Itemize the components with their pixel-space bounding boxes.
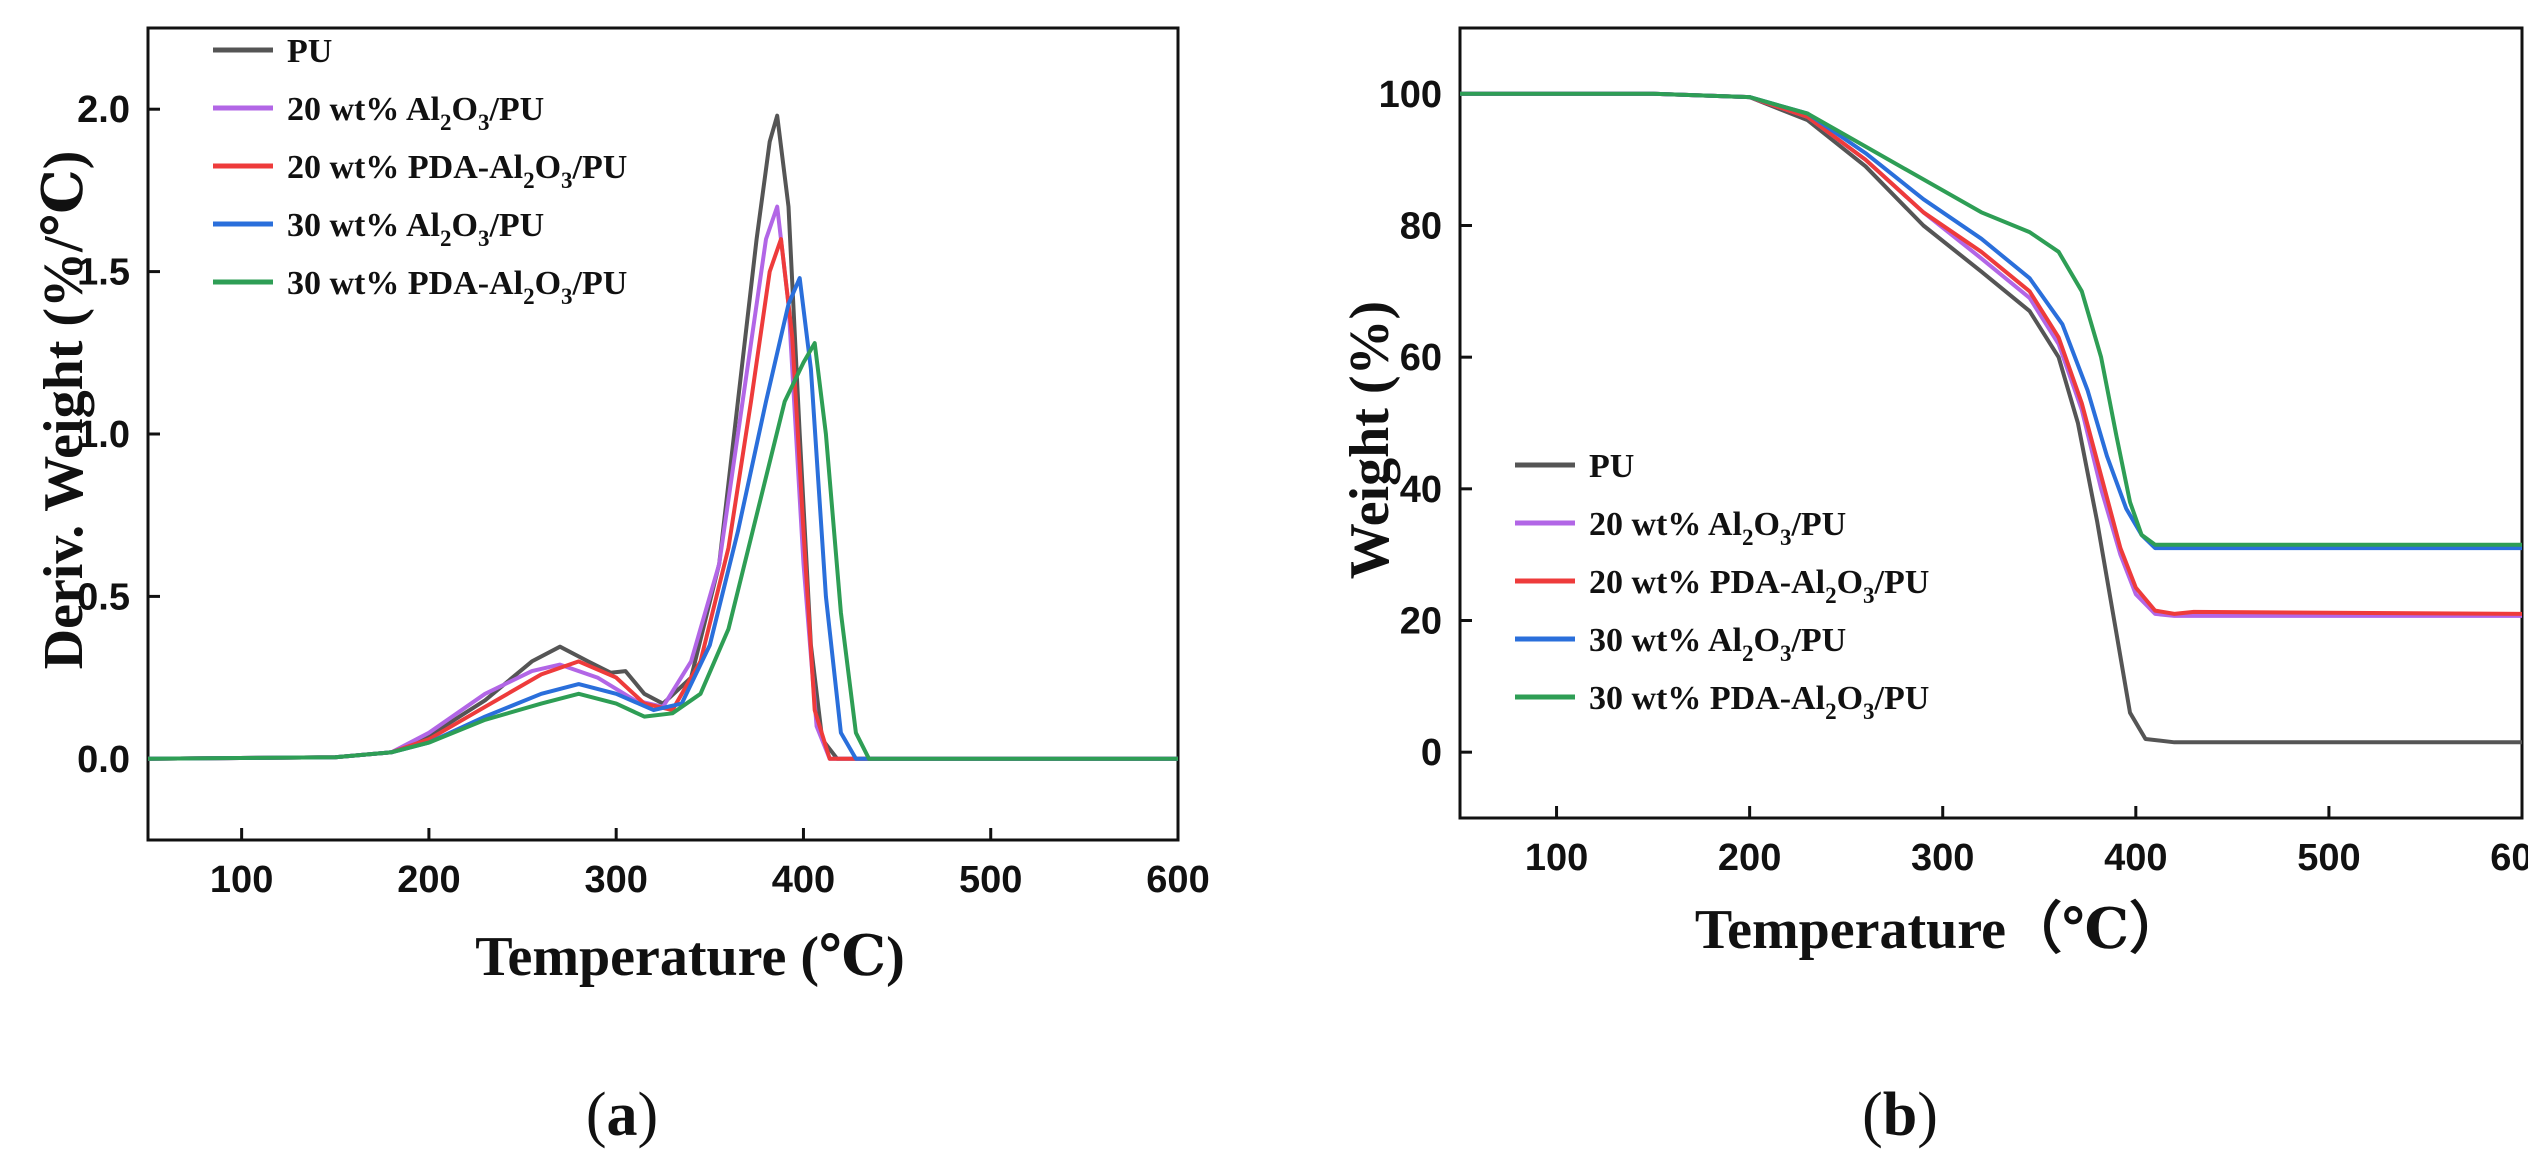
legend-text: /PU: [1790, 622, 1846, 659]
panel-b-legend-label: 20 wt% Al2O3/PU: [1589, 506, 1846, 550]
panel-a-legend-label: 30 wt% PDA-Al2O3/PU: [287, 265, 627, 309]
panel-b-marks: 100 200 300 400 500 600 0 20 40 60 80 100 PU 20 wt% A…: [1379, 26, 2528, 879]
legend-text: /PU: [1874, 680, 1930, 717]
legend-text: O: [452, 207, 478, 244]
panel-b-x-tick-label: 400: [2104, 837, 2167, 879]
panel-a-series-line-5: [147, 341, 1178, 761]
panel-a-y-tick-label: 0.5: [77, 576, 130, 618]
chart-panel-a: 100 200 300 400 500 600 0.0 0.5 1.0 1.5 2.0 PU 20 wt…: [33, 26, 1210, 1149]
panel-b-y-tick-label: 100: [1379, 74, 1442, 116]
legend-subscript: 2: [523, 284, 535, 309]
panel-b-x-tick-label: 600: [2490, 837, 2528, 879]
legend-text: O: [1837, 564, 1863, 601]
panel-a-legend-label: 20 wt% PDA-Al2O3/PU: [287, 149, 627, 193]
legend-subscript: 3: [561, 168, 573, 193]
legend-text: /PU: [488, 207, 544, 244]
legend-text: /PU: [572, 149, 628, 186]
panel-a-y-axis-title: Deriv. Weight (%/℃): [33, 151, 95, 670]
panel-a-x-axis-title: Temperature (℃): [475, 926, 904, 988]
legend-subscript: 3: [478, 226, 490, 251]
legend-text: 30 wt% PDA-Al: [1589, 680, 1825, 717]
panel-b-legend-label: 20 wt% PDA-Al2O3/PU: [1589, 564, 1929, 608]
legend-subscript: 2: [523, 168, 535, 193]
panel-b-x-tick-label: 100: [1525, 837, 1588, 879]
panel-a-legend-label: PU: [287, 33, 332, 70]
panel-b-y-axis-title: Weight (%): [1339, 301, 1401, 579]
legend-text: PU: [1589, 448, 1634, 485]
chart-panel-b: 100 200 300 400 500 600 0 20 40 60 80 100 PU 20 wt% A…: [1339, 26, 2528, 1149]
legend-text: /PU: [488, 91, 544, 128]
legend-text: 20 wt% Al: [1589, 506, 1742, 543]
legend-subscript: 3: [1780, 525, 1792, 550]
legend-text: O: [452, 91, 478, 128]
legend-text: O: [1754, 622, 1780, 659]
panel-b-series-line-5: [1460, 91, 2522, 547]
panel-b-legend-label: PU: [1589, 448, 1634, 485]
panel-a-x-tick-label: 100: [210, 859, 273, 901]
panel-a-series-line-3: [147, 237, 1178, 761]
legend-text: /PU: [1874, 564, 1930, 601]
legend-subscript: 2: [440, 226, 452, 251]
legend-subscript: 2: [1742, 641, 1754, 666]
legend-text: 30 wt% Al: [287, 207, 440, 244]
panel-b-y-tick-label: 40: [1400, 469, 1442, 511]
panel-a-x-tick-label: 200: [397, 859, 460, 901]
panel-b-y-tick-label: 80: [1400, 206, 1442, 248]
legend-subscript: 2: [1825, 583, 1837, 608]
legend-subscript: 3: [1863, 583, 1875, 608]
panel-a-x-tick-label: 600: [1146, 859, 1209, 901]
panel-a-x-tick-label: 300: [584, 859, 647, 901]
legend-subscript: 2: [1825, 699, 1837, 724]
panel-b-x-tick-label: 500: [2297, 837, 2360, 879]
legend-text: O: [1754, 506, 1780, 543]
panel-a-marks: 100 200 300 400 500 600 0.0 0.5 1.0 1.5 2.0 PU 20 wt…: [77, 26, 1210, 901]
legend-text: /PU: [1790, 506, 1846, 543]
legend-text: O: [535, 265, 561, 302]
legend-text: 20 wt% Al: [287, 91, 440, 128]
panel-a-x-tick-label: 400: [772, 859, 835, 901]
legend-subscript: 3: [1863, 699, 1875, 724]
panel-b-label: (b): [1862, 1081, 1938, 1149]
legend-text: 20 wt% PDA-Al: [1589, 564, 1825, 601]
panel-a-label: (a): [586, 1081, 658, 1149]
legend-text: O: [1837, 680, 1863, 717]
panel-a-y-tick-label: 1.5: [77, 252, 130, 294]
panel-b-legend-label: 30 wt% PDA-Al2O3/PU: [1589, 680, 1929, 724]
panel-b-plot-frame: [1458, 26, 2524, 820]
legend-text: 20 wt% PDA-Al: [287, 149, 523, 186]
panel-b-y-tick-label: 60: [1400, 337, 1442, 379]
legend-text: 30 wt% PDA-Al: [287, 265, 523, 302]
panel-a-y-tick-label: 0.0: [77, 739, 130, 781]
panel-b-series-line-3: [1460, 91, 2523, 616]
legend-text: 30 wt% Al: [1589, 622, 1742, 659]
legend-text: O: [535, 149, 561, 186]
panel-a-x-tick-label: 500: [959, 859, 1022, 901]
panel-a-y-tick-label: 1.0: [77, 414, 130, 456]
panel-b-x-tick-label: 200: [1718, 837, 1781, 879]
panel-a-legend-label: 30 wt% Al2O3/PU: [287, 207, 544, 251]
legend-subscript: 3: [478, 110, 490, 135]
legend-subscript: 2: [440, 110, 452, 135]
panel-b-legend-label: 30 wt% Al2O3/PU: [1589, 622, 1846, 666]
legend-text: /PU: [572, 265, 628, 302]
panel-b-y-tick-label: 0: [1421, 732, 1442, 774]
legend-subscript: 3: [1780, 641, 1792, 666]
panel-b-y-tick-label: 20: [1400, 601, 1442, 643]
legend-subscript: 2: [1742, 525, 1754, 550]
panel-a-legend-label: 20 wt% Al2O3/PU: [287, 91, 544, 135]
panel-b-x-axis-title: Temperature（℃）: [1695, 898, 2185, 961]
legend-subscript: 3: [561, 284, 573, 309]
panel-a-y-tick-label: 2.0: [77, 89, 130, 131]
legend-text: PU: [287, 33, 332, 70]
panel-b-x-tick-label: 300: [1911, 837, 1974, 879]
